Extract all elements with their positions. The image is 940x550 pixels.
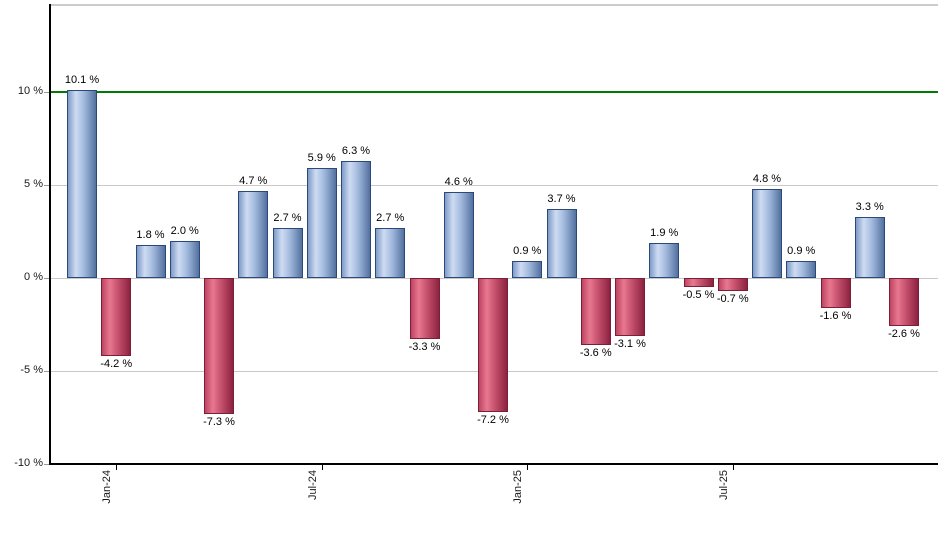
- bar-Jul-24: [306, 168, 337, 278]
- bar-Jun-24: [272, 227, 303, 278]
- y-axis-label: 5 %: [24, 178, 43, 190]
- bar-Apr-24: [204, 278, 234, 414]
- bar-value-label: -7.3 %: [203, 415, 235, 428]
- x-axis-tick: [322, 464, 323, 470]
- gridline-5: [50, 185, 938, 186]
- bar-value-label: -3.1 %: [614, 337, 646, 350]
- bar-value-label: -1.6 %: [819, 309, 852, 322]
- bar-value-label: 4.7 %: [239, 174, 268, 187]
- bar-value-label: 5.9 %: [307, 152, 336, 165]
- bar-value-label: 6.3 %: [341, 144, 371, 157]
- y-axis-tick: [44, 278, 50, 279]
- bar-value-label: -4.2 %: [100, 358, 133, 371]
- bar-Mar-25: [580, 278, 611, 345]
- y-axis-label: -10 %: [14, 457, 43, 469]
- bar-Dec-25: [889, 278, 919, 327]
- bar-value-label: 4.8 %: [752, 172, 782, 185]
- bar-Jan-25: [512, 261, 543, 278]
- bar-Dec-24: [478, 278, 508, 412]
- bar-May-25: [649, 242, 680, 278]
- bar-Feb-25: [546, 209, 577, 278]
- bar-Oct-25: [820, 278, 851, 308]
- x-axis-label: Jul-24: [307, 470, 319, 500]
- bar-value-label: 1.9 %: [650, 226, 679, 239]
- y-axis-label: 0 %: [24, 271, 43, 283]
- x-axis: [49, 463, 938, 465]
- bar-value-label: -0.5 %: [682, 289, 715, 302]
- plot-top-border: [50, 4, 938, 6]
- bar-value-label: -3.6 %: [579, 346, 612, 359]
- bar-value-label: -2.6 %: [888, 328, 920, 341]
- bar-value-label: -0.7 %: [716, 293, 749, 306]
- bar-Dec-23: [67, 90, 97, 278]
- bar-May-24: [238, 190, 269, 278]
- bar-Mar-24: [169, 240, 200, 278]
- y-axis-label: 10 %: [17, 85, 43, 97]
- bar-value-label: 10.1 %: [64, 74, 100, 87]
- y-axis-tick: [44, 464, 50, 465]
- x-axis-label: Jan-25: [512, 470, 524, 504]
- bar-value-label: -7.2 %: [477, 413, 509, 426]
- y-axis-tick: [44, 185, 50, 186]
- x-axis-label: Jan-24: [101, 470, 113, 504]
- y-axis-tick: [44, 371, 50, 372]
- y-axis-label: -5 %: [20, 364, 43, 376]
- bar-Feb-24: [135, 244, 166, 278]
- bar-value-label: 2.0 %: [170, 224, 199, 237]
- bar-Sep-24: [375, 227, 406, 278]
- bar-value-label: 0.9 %: [513, 245, 542, 258]
- bar-Oct-24: [409, 278, 440, 340]
- bar-value-label: 0.9 %: [787, 245, 816, 258]
- bar-value-label: 1.8 %: [136, 228, 165, 241]
- y-axis-tick: [44, 92, 50, 93]
- bar-value-label: 2.7 %: [376, 211, 405, 224]
- bar-Jun-25: [683, 278, 714, 288]
- bar-Sep-25: [786, 261, 817, 278]
- bar-Jan-24: [101, 278, 132, 357]
- x-axis-tick: [733, 464, 734, 470]
- y-axis: [49, 4, 51, 465]
- bar-Nov-25: [854, 216, 885, 278]
- bar-value-label: 3.7 %: [547, 193, 576, 206]
- bar-value-label: 2.7 %: [273, 211, 302, 224]
- highlight-line-10pct: [50, 91, 938, 93]
- bar-Aug-25: [752, 188, 782, 278]
- x-axis-tick: [116, 464, 117, 470]
- bar-Apr-25: [615, 278, 645, 336]
- bar-Nov-24: [443, 192, 474, 278]
- x-axis-label: Jul-25: [718, 470, 730, 500]
- bar-value-label: 3.3 %: [855, 200, 884, 213]
- bar-value-label: -3.3 %: [408, 341, 441, 354]
- bar-value-label: 4.6 %: [444, 176, 473, 189]
- bar-Aug-24: [341, 160, 371, 278]
- x-axis-tick: [527, 464, 528, 470]
- bar-Jul-25: [717, 278, 748, 292]
